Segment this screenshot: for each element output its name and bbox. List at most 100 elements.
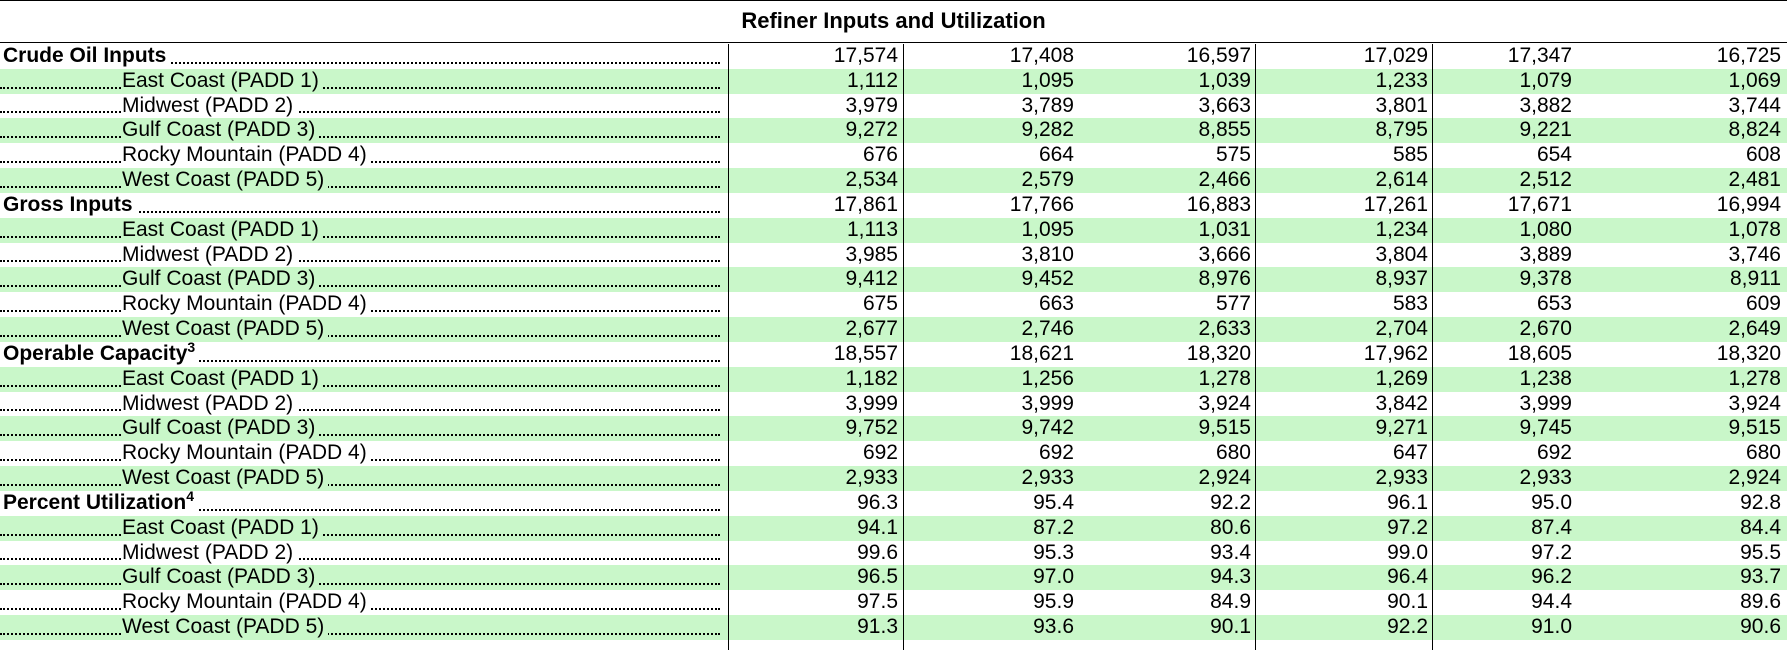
value-cell: 80.6: [1210, 515, 1251, 539]
footnote-marker: 4: [186, 490, 194, 504]
row-label-cell: Gulf Coast (PADD 3): [0, 118, 724, 143]
value-cell: 1,112: [847, 68, 898, 92]
column-divider: [1255, 44, 1256, 650]
row-label-text: West Coast (PADD 5): [122, 168, 325, 192]
row-label-cell: Crude Oil Inputs: [0, 44, 724, 69]
value-cell: 1,269: [1375, 366, 1428, 390]
dot-leader: [0, 409, 720, 412]
value-cell: 18,320: [1186, 341, 1251, 365]
table-row: Gulf Coast (PADD 3) 96.5 97.0 94.3 96.4 96.2 9…: [0, 565, 1787, 591]
row-label: East Coast (PADD 1): [122, 68, 323, 92]
value-cell: 1,080: [1519, 217, 1572, 241]
dot-leader: [0, 260, 720, 263]
row-label: Midwest (PADD 2): [122, 93, 298, 117]
value-cell: 3,999: [1021, 391, 1074, 415]
value-cell: 3,663: [1198, 93, 1251, 117]
dot-leader: [0, 285, 720, 288]
dot-leader: [0, 384, 720, 387]
value-cell: 2,614: [1375, 168, 1428, 192]
value-cell: 18,605: [1507, 341, 1572, 365]
table-row: East Coast (PADD 1) 1,113 1,095 1,031 1,234 1…: [0, 217, 1787, 243]
value-cell: 89.6: [1740, 590, 1781, 614]
value-cell: 3,804: [1375, 242, 1428, 266]
value-cell: 8,911: [1730, 267, 1781, 291]
row-label: Rocky Mountain (PADD 4): [122, 590, 371, 614]
row-label: West Coast (PADD 5): [122, 317, 329, 341]
row-label-text: Midwest (PADD 2): [122, 540, 294, 564]
row-label-cell: Gross Inputs: [0, 192, 724, 218]
value-cell: 609: [1745, 292, 1781, 316]
table-title: Refiner Inputs and Utilization: [0, 0, 1787, 43]
dot-leader: [0, 359, 720, 362]
value-cell: 94.1: [857, 515, 898, 539]
row-label-text: Crude Oil Inputs: [3, 44, 167, 67]
value-cell: 97.0: [1033, 565, 1074, 589]
table-row: West Coast (PADD 5) 2,933 2,933 2,924 2,933 2…: [0, 466, 1787, 491]
value-cell: 95.3: [1033, 540, 1074, 564]
value-cell: 2,746: [1021, 317, 1074, 341]
value-cell: 3,801: [1375, 93, 1428, 117]
value-cell: 1,256: [1021, 366, 1074, 390]
row-label-cell: West Coast (PADD 5): [0, 615, 724, 640]
row-label: Rocky Mountain (PADD 4): [122, 441, 371, 465]
section-header-row: Crude Oil Inputs 17,574 17,408 16,597 17,029…: [0, 44, 1787, 69]
dot-leader: [0, 210, 720, 213]
dot-leader: [0, 136, 720, 139]
value-cell: 3,789: [1021, 93, 1074, 117]
column-divider: [903, 44, 904, 650]
row-label-text: East Coast (PADD 1): [122, 515, 319, 539]
value-cell: 17,962: [1363, 341, 1428, 365]
value-cell: 9,221: [1519, 118, 1572, 142]
value-cell: 2,512: [1519, 168, 1572, 192]
value-cell: 1,078: [1728, 217, 1781, 241]
value-cell: 3,744: [1728, 93, 1781, 117]
row-label-text: Gulf Coast (PADD 3): [122, 118, 316, 142]
table-row: East Coast (PADD 1) 1,182 1,256 1,278 1,269 1…: [0, 366, 1787, 392]
dot-leader: [0, 334, 720, 337]
dot-leader: [0, 533, 720, 536]
table-row: Midwest (PADD 2) 3,979 3,789 3,663 3,801 3,88…: [0, 93, 1787, 119]
dot-leader: [0, 185, 720, 188]
value-cell: 692: [1536, 441, 1572, 465]
row-label: Midwest (PADD 2): [122, 391, 298, 415]
row-label-text: East Coast (PADD 1): [122, 217, 319, 241]
value-cell: 9,412: [845, 267, 898, 291]
table-row: Rocky Mountain (PADD 4) 97.5 95.9 84.9 90.1 9…: [0, 590, 1787, 615]
value-cell: 2,704: [1375, 317, 1428, 341]
value-cell: 97.2: [1531, 540, 1572, 564]
row-label: West Coast (PADD 5): [122, 615, 329, 639]
value-cell: 17,029: [1363, 44, 1428, 67]
value-cell: 1,095: [1021, 217, 1074, 241]
value-cell: 1,234: [1375, 217, 1428, 241]
value-cell: 96.3: [857, 490, 898, 514]
table-row: Midwest (PADD 2) 3,985 3,810 3,666 3,804 3,88…: [0, 242, 1787, 268]
row-label-cell: Percent Utilization4: [0, 490, 724, 516]
dot-leader: [0, 235, 720, 238]
row-label-cell: West Coast (PADD 5): [0, 168, 724, 193]
row-label-cell: East Coast (PADD 1): [0, 68, 724, 94]
dot-leader: [0, 483, 720, 486]
dot-leader: [0, 434, 720, 437]
value-cell: 692: [1038, 441, 1074, 465]
value-cell: 92.2: [1387, 615, 1428, 639]
row-label-cell: West Coast (PADD 5): [0, 317, 724, 342]
value-cell: 93.7: [1740, 565, 1781, 589]
value-cell: 91.0: [1531, 615, 1572, 639]
section-header-row: Gross Inputs 17,861 17,766 16,883 17,261 17,6…: [0, 192, 1787, 218]
value-cell: 84.4: [1740, 515, 1781, 539]
row-label-text: Midwest (PADD 2): [122, 93, 294, 117]
value-cell: 2,466: [1198, 168, 1251, 192]
value-cell: 16,883: [1186, 192, 1251, 216]
row-label: Midwest (PADD 2): [122, 540, 298, 564]
value-cell: 1,069: [1728, 68, 1781, 92]
dot-leader: [0, 86, 720, 89]
row-label-cell: Operable Capacity3: [0, 341, 724, 367]
row-label-text: Operable Capacity: [3, 341, 188, 365]
value-cell: 3,999: [845, 391, 898, 415]
value-cell: 2,534: [845, 168, 898, 192]
row-label-cell: Rocky Mountain (PADD 4): [0, 143, 724, 168]
value-cell: 1,233: [1375, 68, 1428, 92]
column-divider: [728, 44, 729, 650]
table-row: Gulf Coast (PADD 3) 9,272 9,282 8,855 8,795 9…: [0, 118, 1787, 144]
row-label: West Coast (PADD 5): [122, 168, 329, 192]
